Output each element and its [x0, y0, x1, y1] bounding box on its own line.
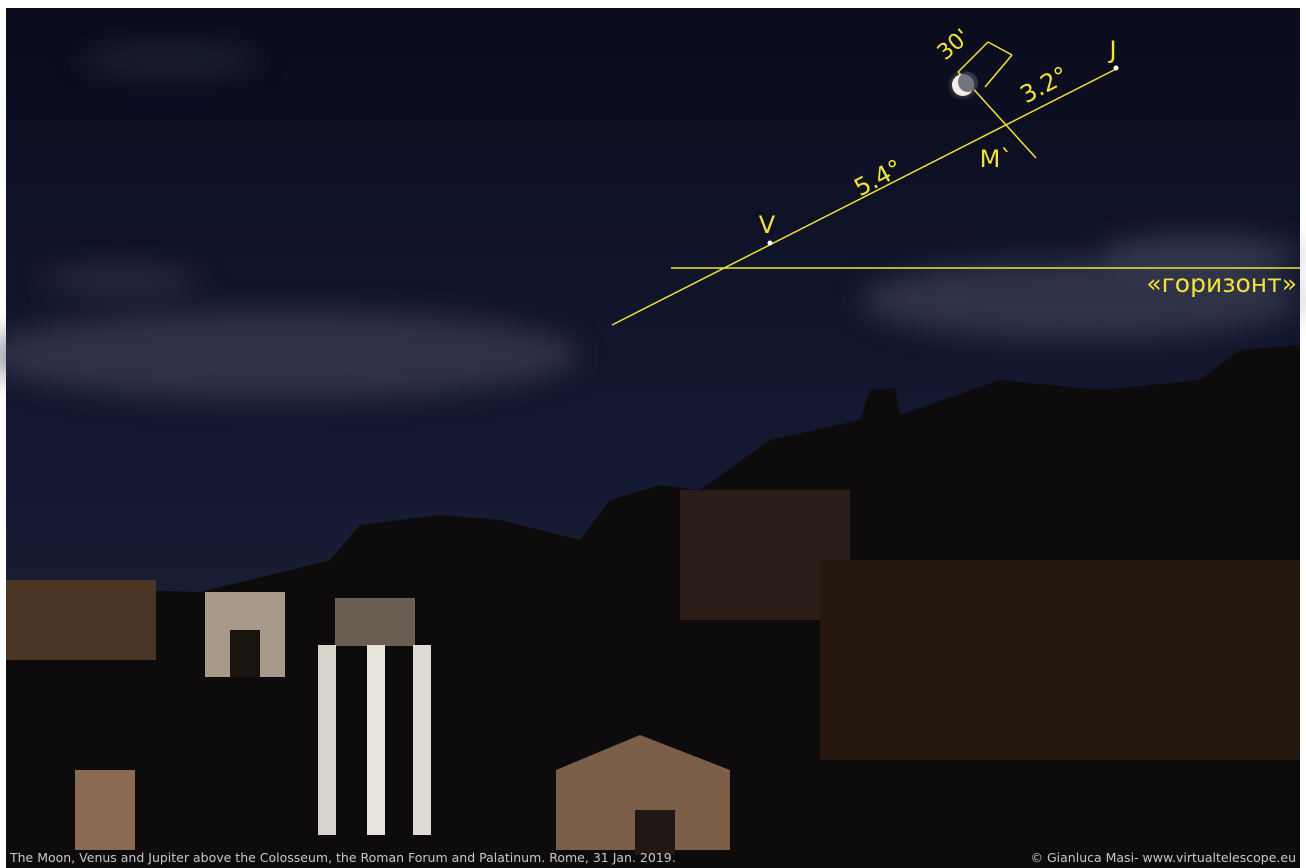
label-moon-projection: M` [980, 145, 1013, 173]
label-horizon: «горизонт» [1146, 269, 1297, 298]
label-venus: V [759, 211, 776, 239]
photo: 30' 3.2° J M` 5.4° V «горизонт» The Moon… [0, 0, 1306, 868]
label-jupiter: J [1107, 36, 1116, 64]
moon-shadow [958, 72, 978, 92]
credit: © Gianluca Masi- www.virtualtelescope.eu [1031, 850, 1297, 865]
jupiter [1114, 66, 1119, 71]
caption: The Moon, Venus and Jupiter above the Co… [9, 850, 676, 865]
page: 30' 3.2° J M` 5.4° V «горизонт» The Moon… [0, 0, 1306, 868]
venus [768, 241, 773, 246]
